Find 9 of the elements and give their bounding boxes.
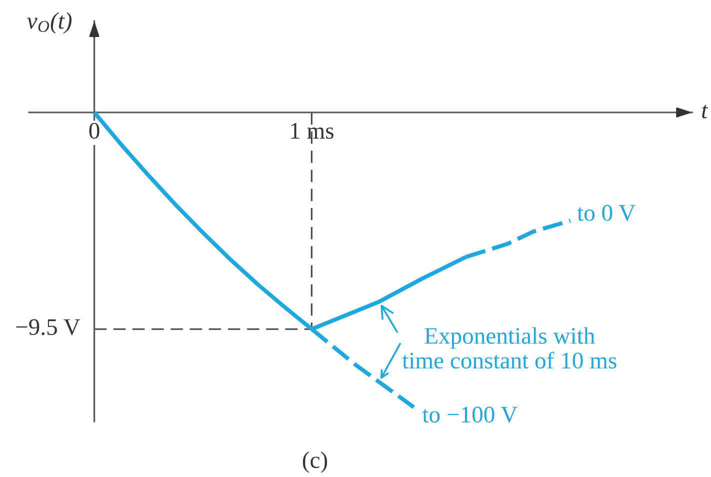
- x-tick-label: 0: [89, 122, 100, 139]
- y-axis-title: v$_{O}$(t): [27, 12, 72, 34]
- annotation: to 0 V: [577, 204, 636, 221]
- annotation: to −100 V: [422, 406, 518, 423]
- x-axis-title: t: [702, 104, 708, 118]
- annotation: Exponentials with time constant of 10 ms: [402, 327, 616, 369]
- x-tick-label: 1 ms: [291, 122, 334, 139]
- text: (c): [302, 452, 328, 473]
- annotation: −9.5 V: [16, 319, 80, 336]
